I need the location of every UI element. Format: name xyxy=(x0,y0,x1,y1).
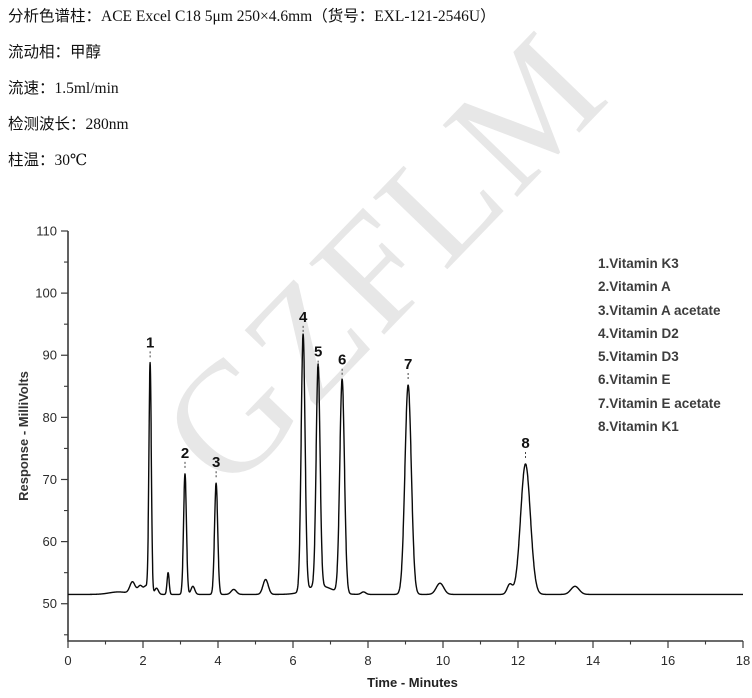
y-tick-label: 70 xyxy=(43,472,57,487)
peak-number-label: 2 xyxy=(181,445,189,462)
legend-item: 7.Vitamin E acetate xyxy=(598,395,721,411)
x-tick-label: 10 xyxy=(436,653,450,668)
peak-number-label: 7 xyxy=(404,356,412,373)
legend-item: 5.Vitamin D3 xyxy=(598,349,679,365)
condition-column: 分析色谱柱：ACE Excel C18 5μm 250×4.6mm（货号：EXL… xyxy=(8,8,496,25)
condition-wavelength: 检测波长：280nm xyxy=(8,116,129,133)
y-tick-label: 100 xyxy=(35,286,57,301)
condition-mobile-phase: 流动相：甲醇 xyxy=(8,44,102,61)
x-tick-label: 14 xyxy=(586,653,600,668)
peak-number-label: 6 xyxy=(338,352,346,369)
chromatogram-chart: 0 2 4 6 8 10 12 14 16 185060708090100110Response … xyxy=(16,224,750,691)
y-axis-title: Response - MilliVolts xyxy=(16,371,31,501)
condition-flow-rate: 流速：1.5ml/min xyxy=(8,80,119,97)
y-tick-label: 90 xyxy=(43,348,57,363)
x-tick-label: 16 xyxy=(661,653,675,668)
legend-item: 2.Vitamin A xyxy=(598,279,671,295)
peak-number-label: 4 xyxy=(299,309,308,326)
legend-item: 3.Vitamin A acetate xyxy=(598,302,721,318)
peak-legend: 1.Vitamin K3 2.Vitamin A 3.Vitamin A aceta… xyxy=(598,252,721,438)
chromatogram-trace xyxy=(67,333,744,596)
x-tick-label: 6 xyxy=(289,653,296,668)
x-tick-label: 8 xyxy=(364,653,371,668)
x-tick-label: 18 xyxy=(736,653,750,668)
x-tick-label: 0 xyxy=(64,653,71,668)
x-axis-title: Time - Minutes xyxy=(367,675,458,690)
legend-item: 1.Vitamin K3 xyxy=(598,256,679,271)
peak-number-label: 8 xyxy=(521,435,529,452)
peak-number-label: 5 xyxy=(314,344,322,361)
x-tick-label: 4 xyxy=(214,653,221,668)
y-tick-label: 110 xyxy=(36,224,57,239)
legend-item: 8.Vitamin K1 xyxy=(598,419,679,435)
legend-item: 4.Vitamin D2 xyxy=(598,325,679,341)
x-tick-label: 2 xyxy=(139,653,146,668)
y-tick-label: 50 xyxy=(43,596,57,611)
x-tick-label: 12 xyxy=(511,653,525,668)
legend-item: 6.Vitamin E xyxy=(598,372,671,388)
y-tick-label: 60 xyxy=(43,534,57,549)
peak-number-label: 3 xyxy=(212,454,220,471)
peak-number-label: 1 xyxy=(146,334,154,351)
condition-temperature: 柱温：30℃ xyxy=(8,152,88,169)
analysis-conditions: 分析色谱柱：ACE Excel C18 5μm 250×4.6mm（货号：EXL… xyxy=(8,6,496,186)
y-tick-label: 80 xyxy=(43,410,57,425)
